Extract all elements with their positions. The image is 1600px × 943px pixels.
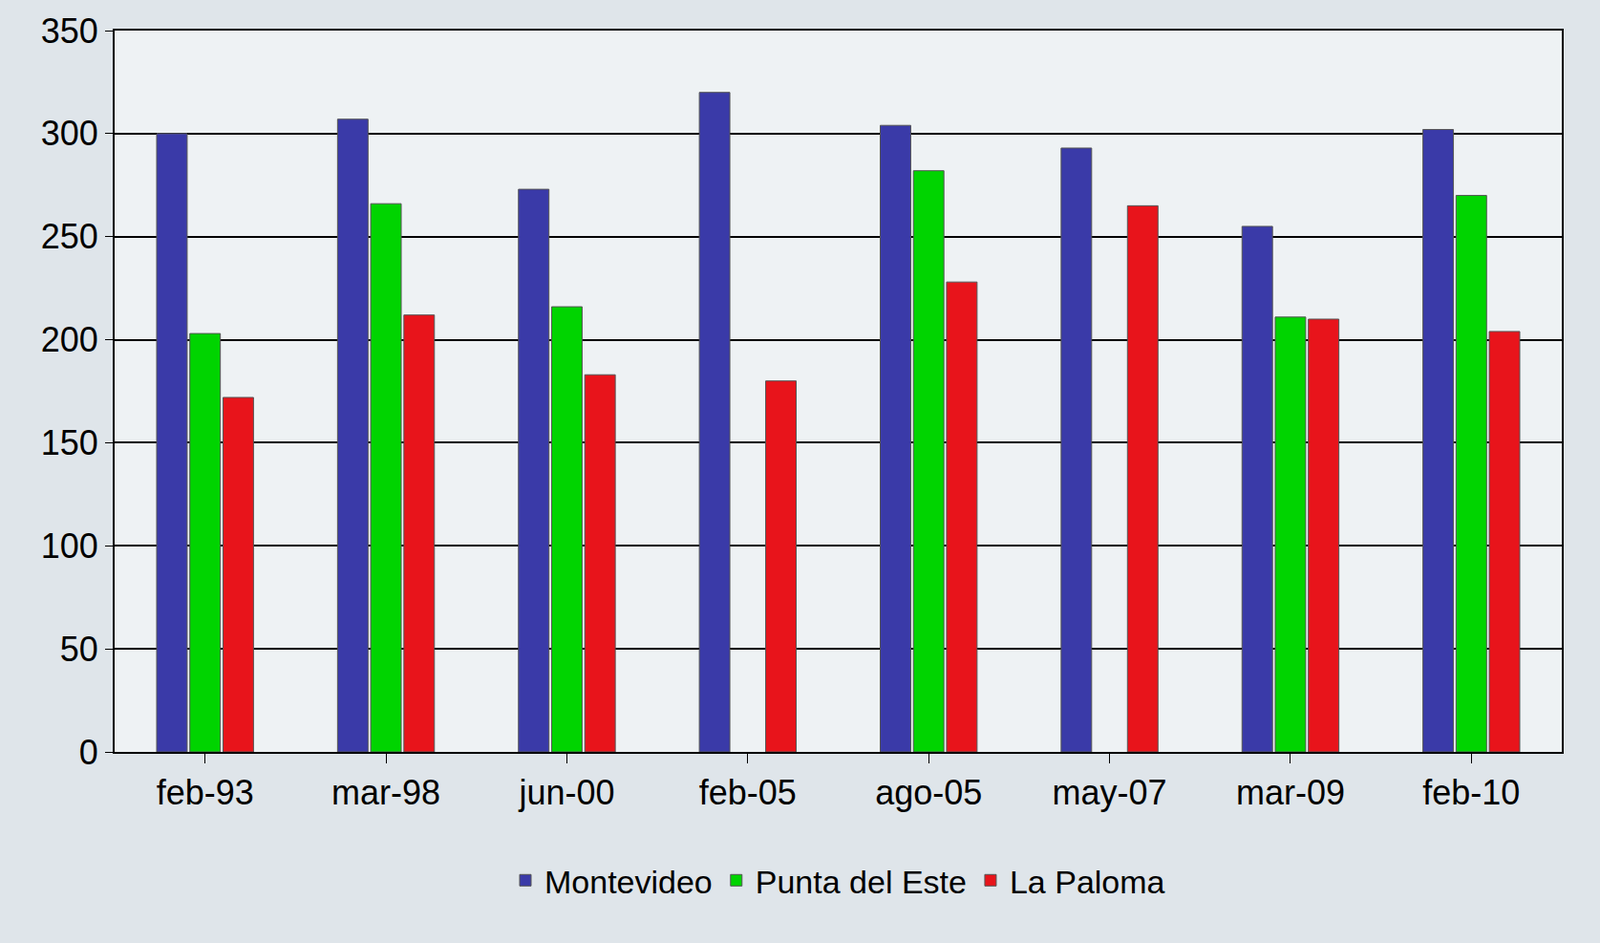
svg-text:350: 350 xyxy=(41,11,99,51)
svg-text:mar-09: mar-09 xyxy=(1236,772,1345,812)
svg-text:ago-05: ago-05 xyxy=(874,772,982,812)
svg-text:feb-10: feb-10 xyxy=(1422,772,1520,812)
svg-text:250: 250 xyxy=(41,216,99,256)
svg-text:200: 200 xyxy=(41,320,99,360)
svg-text:Montevideo: Montevideo xyxy=(544,863,713,900)
svg-text:0: 0 xyxy=(79,732,99,772)
svg-text:feb-05: feb-05 xyxy=(699,772,797,812)
svg-text:La Paloma: La Paloma xyxy=(1009,863,1166,900)
svg-text:Punta del Este: Punta del Este xyxy=(755,863,967,900)
svg-text:feb-93: feb-93 xyxy=(156,772,255,812)
svg-text:jun-00: jun-00 xyxy=(517,772,615,812)
svg-text:300: 300 xyxy=(41,113,99,153)
svg-text:mar-98: mar-98 xyxy=(331,772,441,812)
svg-text:100: 100 xyxy=(41,526,99,566)
svg-text:150: 150 xyxy=(41,423,99,463)
svg-text:may-07: may-07 xyxy=(1052,772,1168,812)
svg-text:50: 50 xyxy=(60,629,99,669)
